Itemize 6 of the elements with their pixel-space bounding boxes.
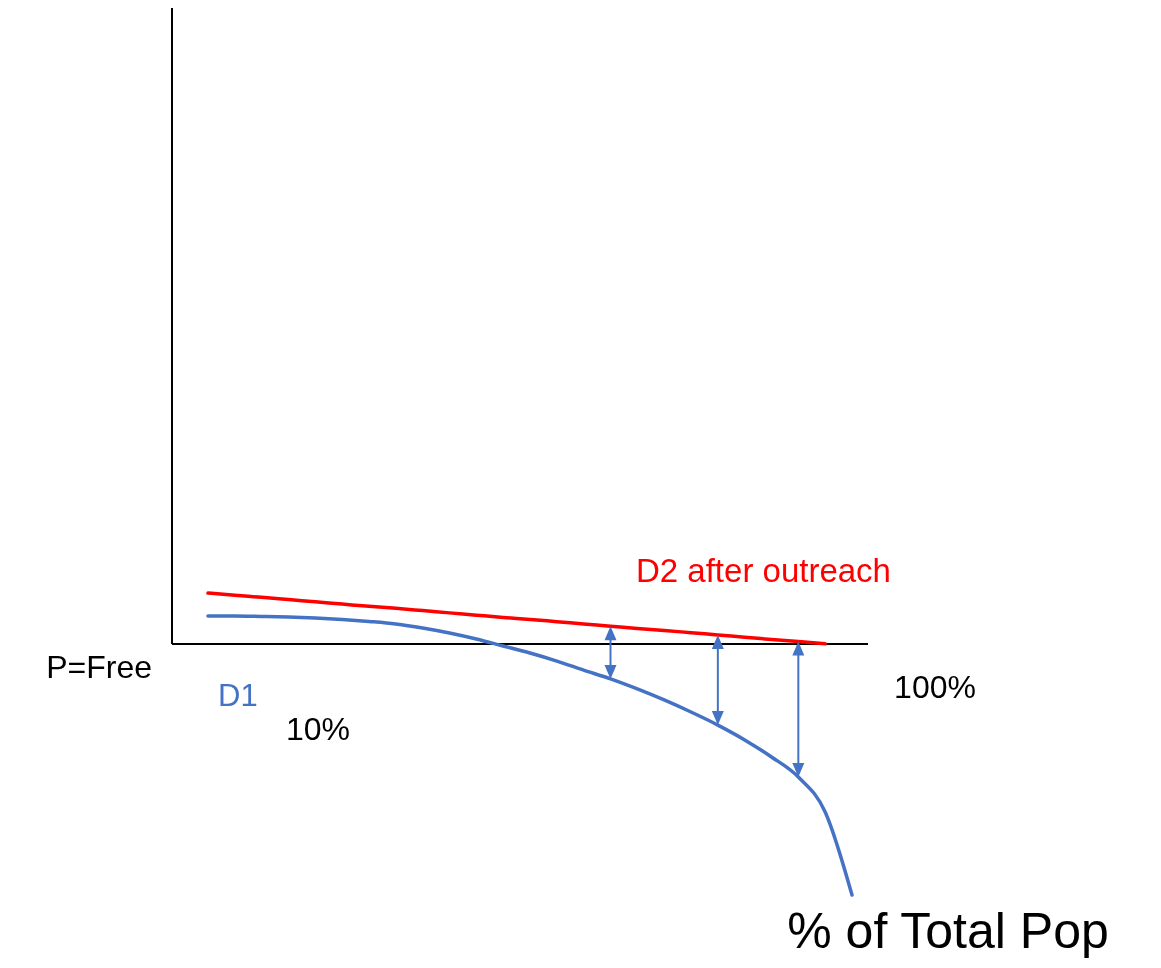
- text: P=Free: [46, 649, 152, 685]
- series-label: D1: [218, 678, 258, 713]
- text: 100%: [894, 669, 976, 705]
- annotation: 10%: [285, 711, 351, 747]
- x-axis-title: % of Total Pop: [787, 903, 1109, 959]
- series-label: D2 after outreach: [636, 552, 891, 589]
